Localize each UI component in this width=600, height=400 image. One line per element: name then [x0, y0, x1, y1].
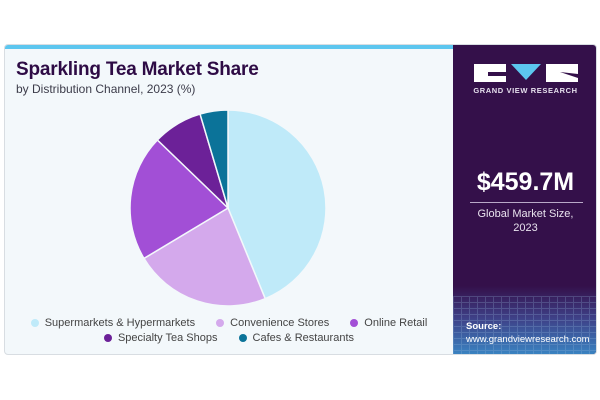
legend-swatch [238, 334, 247, 342]
legend-swatch [216, 319, 225, 327]
pie-slice-cafes-restaurants [199, 109, 229, 209]
legend-item: Online Retail [350, 317, 427, 329]
legend-label: Supermarkets & Hypermarkets [44, 317, 196, 329]
legend-swatch [30, 319, 39, 327]
summary-panel: GRAND VIEW RESEARCH $459.7M Global Marke… [453, 45, 596, 354]
pie-slice-online-retail [129, 138, 230, 260]
legend-row-2: Specialty Tea Shops Cafes & Restaurants [5, 332, 453, 345]
legend-row-1: Supermarkets & Hypermarkets Convenience … [5, 317, 453, 330]
pie-slice-supermarkets-hypermarkets [227, 109, 327, 300]
legend-item: Supermarkets & Hypermarkets [30, 317, 196, 329]
legend-label: Cafes & Restaurants [252, 332, 355, 344]
source: Source: www.grandviewresearch.com [466, 320, 590, 346]
brand-name: GRAND VIEW RESEARCH [473, 86, 578, 95]
legend-swatch [350, 319, 359, 327]
infographic-card: Sparkling Tea Market Share by Distributi… [4, 44, 597, 355]
legend-label: Specialty Tea Shops [117, 332, 218, 344]
grid-pattern [453, 296, 596, 354]
panel-gradient [453, 286, 596, 354]
caption-line-2: 2023 [513, 222, 538, 234]
chart-title: Sparkling Tea Market Share [16, 59, 259, 80]
market-size-value: $459.7M [476, 168, 575, 196]
grand-view-research-logo [474, 64, 578, 82]
pie-chart [129, 109, 327, 307]
pie-slice-convenience-stores [142, 206, 267, 307]
accent-bar [5, 45, 453, 49]
legend-label: Online Retail [364, 317, 428, 329]
legend-item: Cafes & Restaurants [238, 332, 355, 344]
divider [470, 202, 583, 203]
chart-subtitle: by Distribution Channel, 2023 (%) [16, 82, 196, 96]
legend-label: Convenience Stores [230, 317, 330, 329]
source-url: www.grandviewresearch.com [466, 334, 590, 345]
caption-line-1: Global Market Size, [477, 208, 574, 220]
legend-item: Convenience Stores [216, 317, 329, 329]
legend-item: Specialty Tea Shops [103, 332, 218, 344]
source-label: Source: [466, 321, 502, 332]
market-size-caption: Global Market Size, 2023 [453, 207, 596, 235]
legend-swatch [103, 334, 112, 342]
